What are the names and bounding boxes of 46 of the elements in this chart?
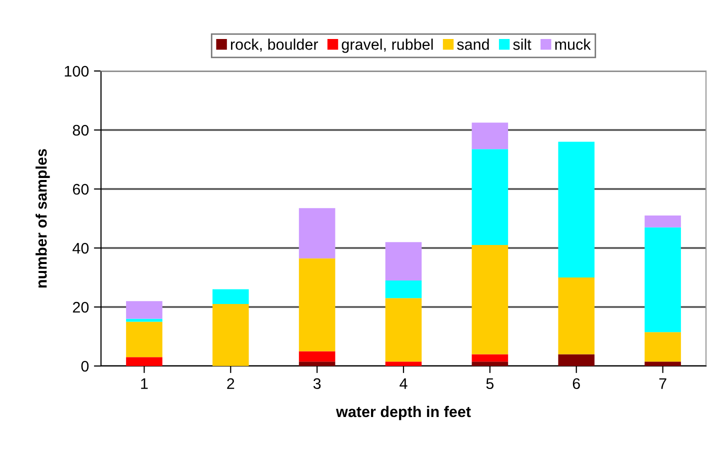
legend-label: rock, boulder: [230, 38, 318, 52]
x-tick-label: 7: [659, 378, 666, 389]
bar: [644, 362, 681, 366]
bar: [126, 318, 162, 322]
bar: [212, 289, 249, 304]
bar: [385, 280, 422, 298]
bar: [385, 298, 422, 362]
x-tick-label: 6: [572, 378, 580, 390]
bar: [298, 362, 336, 366]
legend-label: silt: [513, 38, 532, 50]
bar: [558, 354, 595, 366]
y-axis-title: number of samples: [36, 149, 50, 288]
x-tick-label: 3: [313, 378, 321, 390]
bar: [644, 216, 681, 228]
legend-label: sand: [457, 38, 489, 50]
bar: [298, 208, 336, 258]
y-tick-label: 20: [72, 302, 89, 313]
legend-label: muck: [555, 38, 591, 50]
bar: [558, 142, 595, 278]
bar: [644, 227, 681, 332]
y-tick-label: 100: [64, 66, 89, 77]
x-tick-label: 5: [486, 378, 494, 390]
x-axis-title: water depth in feet: [336, 406, 471, 420]
bar: [644, 332, 681, 362]
bar: [472, 245, 508, 354]
bar: [472, 362, 508, 366]
bar: [385, 362, 422, 366]
bar: [126, 357, 162, 366]
bar: [212, 304, 249, 366]
x-tick-label: 4: [400, 378, 408, 389]
bar: [126, 301, 162, 319]
bar: [472, 122, 508, 150]
x-tick-label: 1: [141, 378, 148, 389]
y-tick-label: 40: [72, 242, 89, 254]
legend-label: gravel, rubbel: [342, 38, 433, 53]
bar: [298, 258, 336, 352]
bar: [126, 322, 162, 358]
bar: [472, 149, 508, 246]
y-tick-label: 60: [72, 184, 89, 195]
y-tick-label: 0: [81, 360, 89, 372]
bar: [472, 354, 508, 362]
bar: [298, 351, 336, 362]
x-tick-label: 2: [227, 378, 234, 389]
y-tick-label: 80: [72, 124, 89, 136]
bar: [385, 242, 422, 280]
bar: [558, 278, 595, 354]
